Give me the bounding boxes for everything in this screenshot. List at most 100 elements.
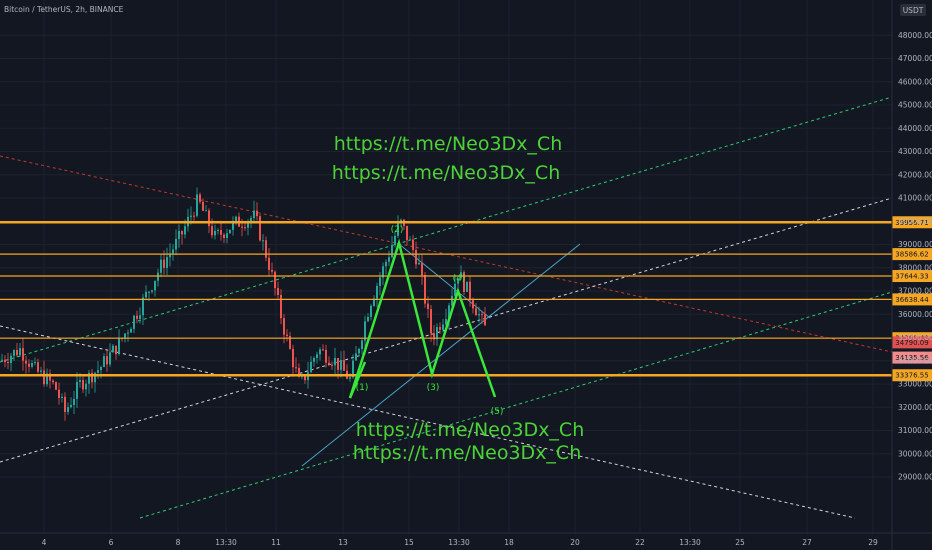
candle-body (34, 362, 36, 364)
time-tick-label: 4 (42, 538, 47, 547)
overlay-text-bottom-1: https://t.me/Neo3Dx_Ch (356, 419, 585, 441)
candle-body (220, 230, 222, 235)
candle-body (436, 327, 438, 340)
candle-body (226, 233, 228, 239)
candle-body (52, 380, 54, 383)
candle-body (253, 210, 255, 219)
price-tick-label: 39000.00 (898, 240, 932, 249)
time-tick-label: 13:30 (448, 538, 470, 547)
time-tick-label: 8 (176, 538, 181, 547)
candle-body (292, 348, 294, 368)
candle-body (124, 333, 126, 339)
price-tick-label: 32000.00 (898, 403, 932, 412)
candle-body (43, 370, 45, 385)
candle-body (166, 257, 168, 268)
currency-badge[interactable] (900, 4, 926, 16)
candle-body (484, 314, 486, 326)
candle-body (16, 350, 18, 356)
candle-body (211, 226, 213, 236)
candle-body (118, 338, 120, 355)
candle-body (379, 277, 381, 286)
candle-body (448, 305, 450, 320)
candle-body (418, 262, 420, 265)
candle-body (136, 315, 138, 319)
candle-body (157, 272, 159, 281)
blue-wave-line (398, 243, 491, 319)
time-tick-label: 13:30 (679, 538, 701, 547)
candle-body (208, 210, 210, 227)
time-axis[interactable]: 4 6 8 13:30 11 13 15 13:30 18 20 22 13:30 25 27 29 (0, 532, 932, 547)
candle-body (337, 357, 339, 370)
time-tick-label: 20 (570, 538, 580, 547)
candle-body (481, 314, 483, 316)
candle-body (229, 229, 231, 234)
candle-body (223, 234, 225, 239)
candle-body (232, 221, 234, 230)
candle-body (172, 249, 174, 254)
candle-body (7, 362, 9, 364)
time-tick-label: 6 (109, 538, 114, 547)
candle-body (319, 349, 321, 355)
candle-body (295, 367, 297, 369)
candle-body (4, 359, 6, 363)
white-lower-line (0, 325, 856, 519)
chart-title: Bitcoin / TetherUS, 2h, BINANCE (4, 5, 124, 14)
level-price-label: 39956.71 (895, 219, 928, 227)
candle-body (457, 278, 459, 284)
candle-body (271, 269, 273, 272)
price-tick-label: 43000.00 (898, 147, 932, 156)
price-tick-label: 34000.00 (898, 356, 932, 365)
candle-body (355, 353, 357, 361)
candle-body (373, 298, 375, 306)
candle-body (100, 366, 102, 371)
level-price-label: 38586.62 (895, 251, 928, 259)
current-price-badge (892, 336, 932, 349)
price-tick-label: 41000.00 (898, 194, 932, 203)
candle-body (340, 360, 342, 370)
candle-body (97, 370, 99, 373)
candle-body (466, 281, 468, 292)
candle-body (67, 407, 69, 412)
candle-body (142, 297, 144, 316)
price-tick-label: 44000.00 (898, 124, 932, 133)
candle-body (433, 333, 435, 340)
overlay-text-bottom-2: https://t.me/Neo3Dx_Ch (353, 442, 582, 464)
candle-body (175, 238, 177, 250)
elliott-wave: (1) (2) (3) (4) (5) (348, 225, 503, 417)
candle-body (85, 383, 87, 390)
candle-body (217, 230, 219, 232)
candle-body (241, 226, 243, 228)
price-tick-label: 31000.00 (898, 426, 932, 435)
candle-body (475, 308, 477, 316)
candle-body (328, 362, 330, 365)
candle-body (58, 389, 60, 398)
price-axis[interactable]: 48000.00 47000.00 46000.00 45000.00 44000.00… (891, 0, 932, 550)
candle-body (79, 379, 81, 382)
candle-body (28, 363, 30, 367)
candle-body (388, 257, 390, 262)
candle-body (283, 318, 285, 335)
candle-body (112, 345, 114, 353)
candle-body (40, 370, 42, 372)
candle-body (154, 280, 156, 291)
level-price-badge (892, 293, 932, 306)
candle-body (265, 240, 267, 258)
wave-label: (4) (453, 274, 466, 284)
candle-body (313, 357, 315, 362)
candle-body (25, 360, 27, 364)
candle-body (109, 352, 111, 365)
candle-body (103, 356, 105, 367)
time-tick-label: 29 (868, 538, 878, 547)
candle-body (334, 357, 336, 366)
candle-body (190, 215, 192, 217)
candle-body (439, 327, 441, 330)
candle-body (193, 215, 195, 217)
white-upper-line (0, 197, 893, 463)
candle-body (76, 381, 78, 399)
time-tick-label: 22 (635, 538, 645, 547)
candle-body (310, 361, 312, 373)
candle-body (472, 300, 474, 309)
